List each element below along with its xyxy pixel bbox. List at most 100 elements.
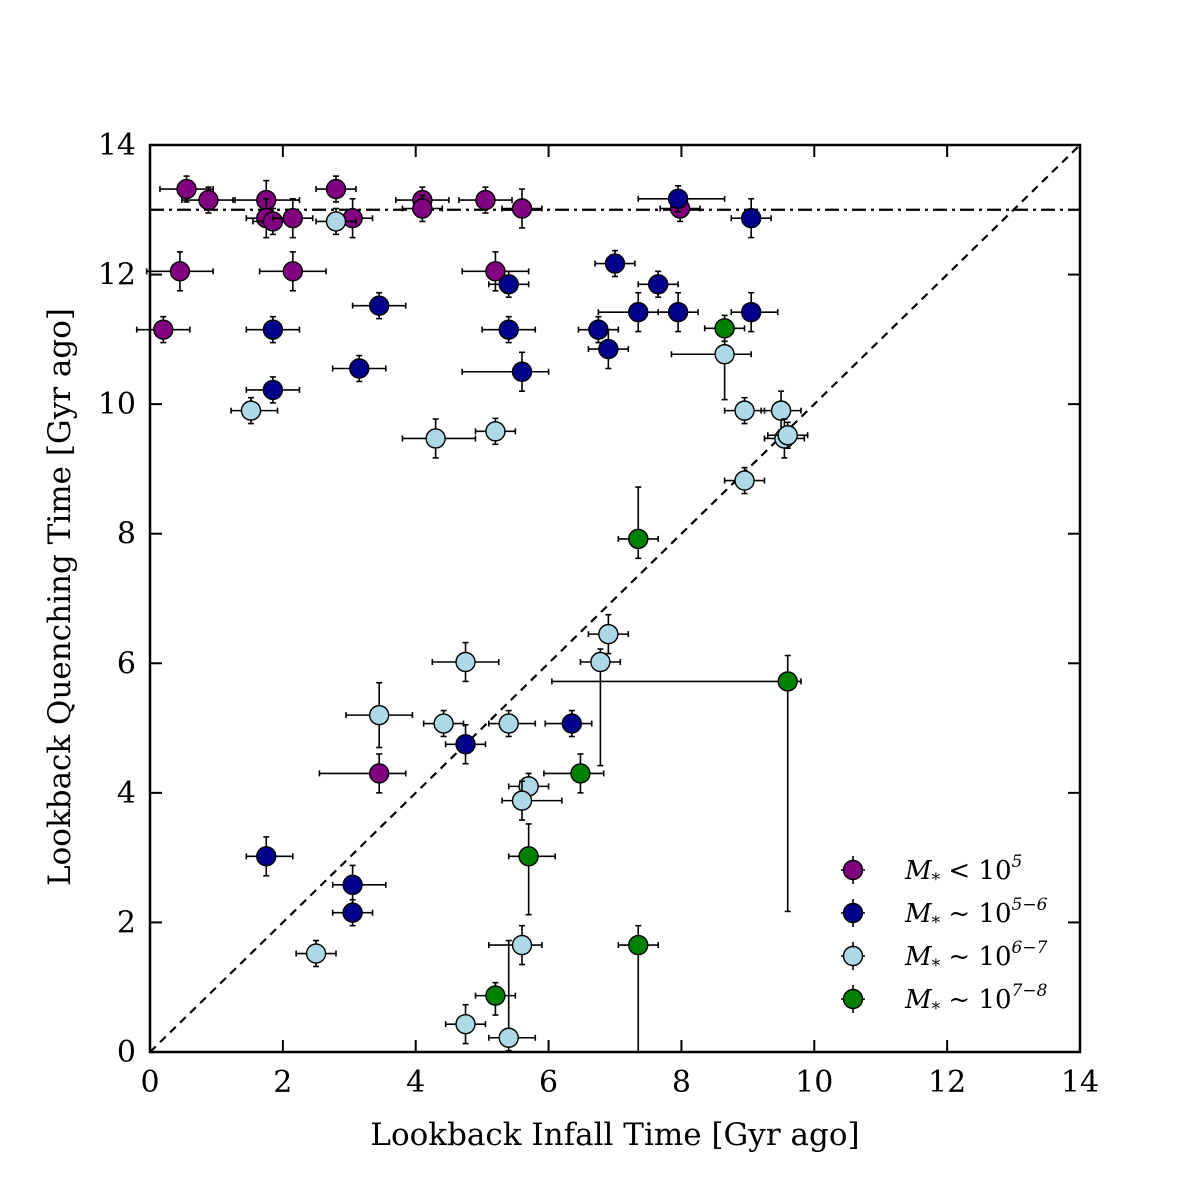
point-marker — [598, 623, 619, 645]
legend-label-relation: ~ 10 — [940, 985, 1011, 1015]
point-marker — [412, 198, 433, 219]
legend-item-2: M* ~ 105−6 — [841, 895, 1048, 933]
point-marker — [368, 763, 390, 784]
data-point — [401, 194, 444, 223]
legend-label: M* ~ 105−6 — [904, 895, 1048, 933]
y-axis-label: Lookback Quenching Time [Gyr ago] — [42, 308, 78, 886]
point-marker — [498, 274, 519, 295]
legend-marker — [842, 902, 864, 924]
point-marker — [455, 1013, 476, 1035]
data-point — [245, 315, 301, 344]
data-point — [617, 486, 659, 560]
point-marker — [498, 319, 519, 340]
legend-label-symbol: M — [904, 899, 933, 929]
data-point — [458, 186, 513, 214]
data-point — [272, 197, 314, 239]
data-point — [487, 939, 537, 1052]
data-point — [501, 780, 563, 821]
data-point — [544, 709, 593, 738]
point-marker — [740, 301, 762, 323]
point-marker — [475, 189, 496, 211]
legend-marker — [842, 945, 864, 967]
point-marker — [647, 274, 669, 295]
legend-label-subscript: * — [932, 999, 941, 1019]
data-point — [507, 823, 557, 916]
point-marker — [262, 319, 284, 340]
point-marker — [455, 651, 476, 673]
point-marker — [740, 208, 762, 229]
data-point — [543, 753, 605, 794]
legend-label-symbol: M — [904, 942, 933, 972]
point-marker — [770, 400, 792, 421]
data-point — [159, 175, 214, 203]
data-point — [245, 376, 301, 404]
data-point — [351, 291, 407, 320]
x-tick-label: 14 — [1061, 1065, 1099, 1100]
reference-lines — [149, 144, 1081, 1053]
legend-label-relation: ~ 10 — [940, 942, 1011, 972]
diagonal-reference-line — [149, 144, 1081, 1053]
x-tick-label: 8 — [672, 1065, 691, 1100]
data-point — [703, 314, 746, 343]
legend-label-subscript: * — [932, 913, 941, 933]
plot-frame — [148, 143, 1082, 1054]
point-marker — [777, 671, 798, 692]
legend-label: M* ~ 106−7 — [904, 938, 1048, 976]
x-tick-label: 2 — [273, 1065, 292, 1100]
data-point — [670, 340, 752, 401]
point-marker — [511, 361, 533, 382]
data-point — [617, 924, 659, 1053]
data-point — [331, 898, 374, 927]
point-marker — [256, 846, 277, 867]
data-point — [637, 270, 679, 299]
point-marker — [511, 934, 533, 956]
legend-label-symbol: M — [904, 985, 933, 1015]
point-marker — [498, 1027, 519, 1048]
data-point — [657, 291, 699, 333]
point-marker — [325, 178, 347, 200]
point-marker — [667, 188, 689, 209]
series-4 — [474, 314, 802, 1053]
data-point — [145, 251, 214, 292]
point-marker — [498, 713, 519, 734]
data-point — [474, 981, 517, 1016]
series-3 — [230, 207, 809, 1052]
data-point — [481, 315, 537, 344]
legend-label-exponent: 5−6 — [1012, 895, 1048, 915]
data-point — [431, 641, 500, 683]
data-point — [730, 197, 772, 239]
point-marker — [176, 178, 197, 200]
legend-marker — [842, 859, 864, 881]
data-point — [295, 939, 337, 968]
point-marker — [511, 198, 533, 219]
data-point — [766, 421, 809, 449]
x-tick-label: 6 — [539, 1065, 558, 1100]
point-marker — [305, 943, 327, 964]
point-marker — [590, 651, 611, 673]
point-marker — [667, 301, 689, 323]
point-marker — [455, 734, 476, 755]
point-marker — [282, 261, 304, 282]
axis-ticks: 0 2 4 6 8 10 12 14 0 2 4 6 8 10 12 14 — [98, 128, 1099, 1100]
point-marker — [342, 208, 363, 229]
point-marker — [262, 211, 284, 232]
data-point — [245, 836, 294, 877]
point-marker — [325, 211, 347, 232]
point-marker — [628, 528, 649, 550]
data-point — [345, 681, 414, 749]
data-point — [461, 251, 530, 292]
legend-label-exponent: 5 — [1012, 852, 1023, 872]
point-marker — [628, 934, 649, 956]
point-marker — [342, 902, 363, 923]
legend-item-3: M* ~ 106−7 — [841, 938, 1048, 976]
data-point — [258, 251, 327, 292]
data-point — [587, 613, 630, 655]
point-marker — [282, 208, 304, 229]
point-marker — [561, 713, 583, 734]
point-marker — [518, 846, 539, 867]
data-point — [487, 924, 543, 966]
point-marker — [714, 318, 735, 339]
legend-label-subscript: * — [932, 956, 941, 976]
data-point — [135, 315, 191, 344]
